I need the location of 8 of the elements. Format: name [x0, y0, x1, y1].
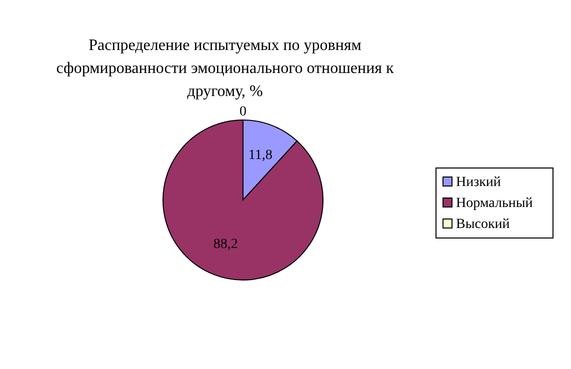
legend-label: Высокий [456, 217, 510, 232]
pie-slice [162, 120, 324, 280]
chart-title: Распределение испытуемых по уровням сформированности эмоционального отношения к другому, % [56, 37, 394, 100]
text: 0 [240, 104, 246, 120]
data-label: 88,2 [213, 237, 238, 252]
legend-label: Низкий [456, 175, 502, 190]
data-label: 11,8 [248, 148, 272, 163]
legend-label: Нормальный [456, 196, 534, 211]
